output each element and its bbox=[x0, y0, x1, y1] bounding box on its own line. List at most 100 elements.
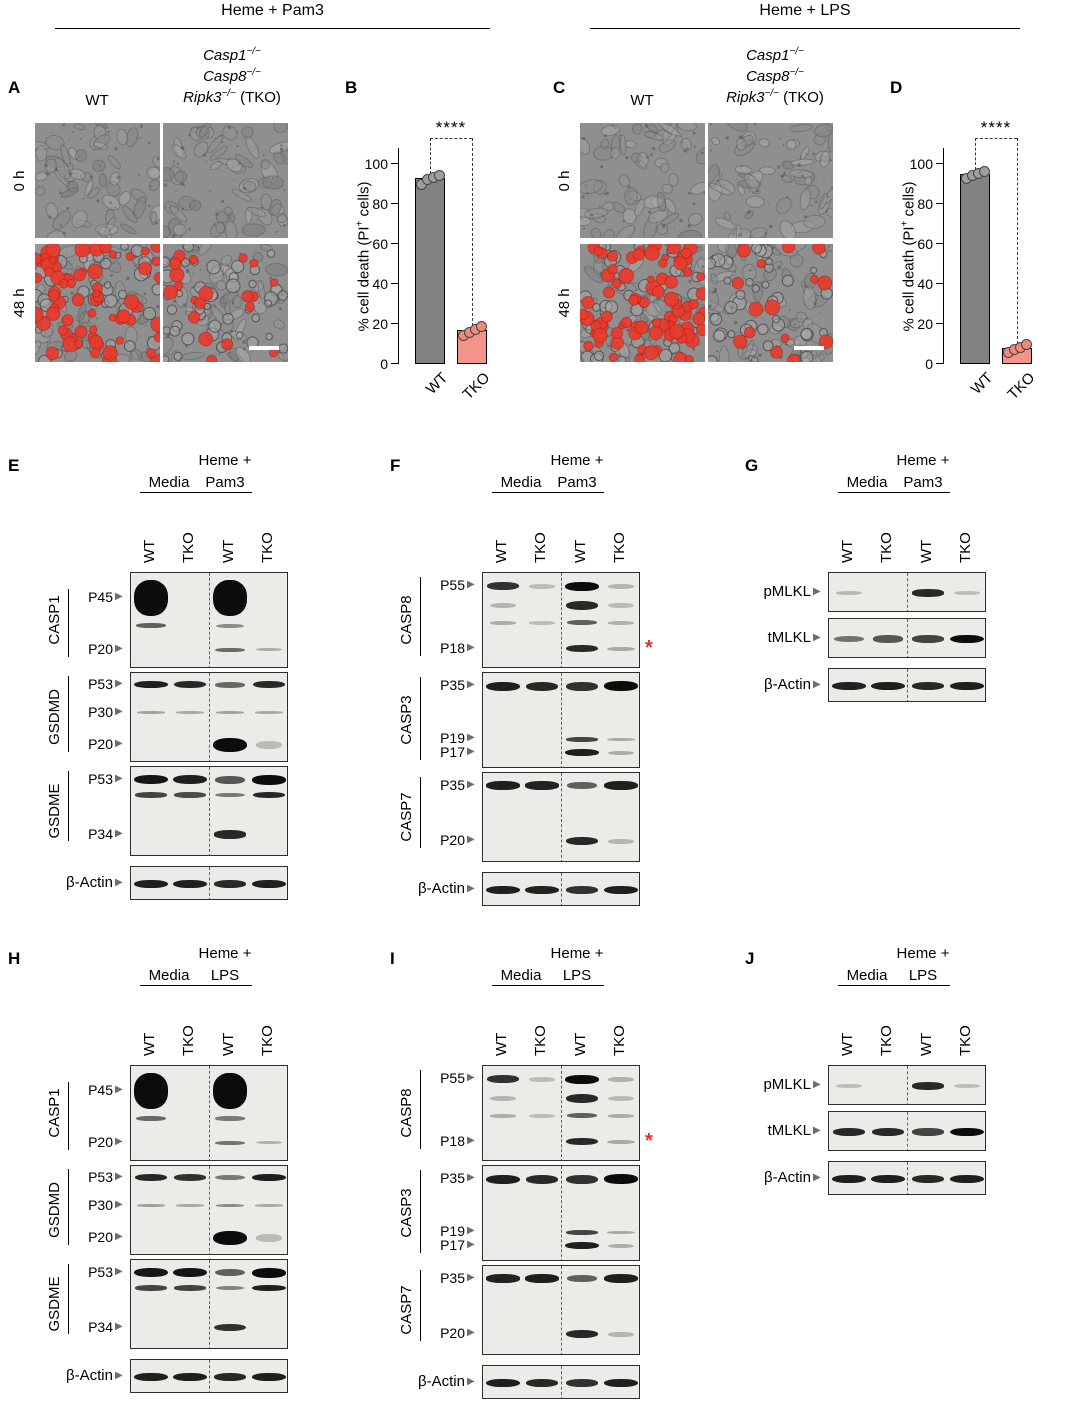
y-axis-title-text: % cell death (PI bbox=[900, 226, 918, 332]
band-arrow-icon: ▶ bbox=[115, 877, 123, 888]
band-size-label: P20 bbox=[88, 1229, 113, 1245]
band bbox=[252, 1372, 286, 1382]
genotype-label-tko-line: Ripk3−/− (TKO) bbox=[700, 88, 850, 106]
band-arrow-icon: ▶ bbox=[467, 679, 475, 691]
band-size-label: P45 bbox=[88, 588, 113, 605]
band-arrow-icon: ▶ bbox=[813, 586, 821, 597]
band bbox=[607, 1332, 635, 1337]
band bbox=[173, 879, 207, 889]
band bbox=[215, 623, 245, 628]
band bbox=[174, 1285, 206, 1291]
y-axis-tick bbox=[936, 283, 943, 284]
band-size-label: P53 bbox=[88, 675, 113, 692]
panel-label-A: A bbox=[8, 78, 21, 97]
antibody-label: tMLKL bbox=[767, 1122, 811, 1139]
allele-superscript: −/− bbox=[764, 88, 778, 99]
allele-superscript: −/− bbox=[789, 67, 803, 78]
band-group-bracket bbox=[420, 1269, 421, 1342]
lane-divider bbox=[209, 1260, 210, 1348]
band bbox=[486, 1075, 520, 1084]
band-size-label: P35 bbox=[440, 1170, 465, 1187]
superscript-text: + bbox=[354, 220, 366, 227]
band bbox=[489, 1095, 517, 1102]
band-arrow-icon: ▶ bbox=[115, 1083, 123, 1095]
y-axis-line bbox=[398, 148, 399, 364]
lane-divider bbox=[209, 1360, 210, 1392]
band bbox=[604, 681, 638, 692]
band bbox=[607, 646, 635, 652]
cleaved-band-asterisk: * bbox=[645, 636, 653, 659]
band bbox=[565, 601, 599, 611]
band bbox=[912, 635, 944, 643]
gene-name: Ripk3 bbox=[726, 89, 765, 106]
superscript: + bbox=[900, 221, 911, 227]
band bbox=[832, 1174, 866, 1184]
y-axis-tick bbox=[391, 203, 398, 204]
micrograph-C-48h-wt bbox=[580, 244, 705, 362]
band-group-bracket bbox=[420, 1170, 421, 1253]
band bbox=[525, 1274, 559, 1283]
lane-label: TKO bbox=[259, 532, 276, 563]
treatment-header-line2: LPS bbox=[896, 967, 950, 986]
band bbox=[525, 1174, 559, 1185]
antibody-label: β-Actin bbox=[66, 1367, 113, 1384]
blot-panel-H: H Heme + Media LPS WT TKO WT TKO ▶ P45 ▶ P20 CASP1 ▶ P… bbox=[8, 945, 343, 1409]
micrograph-A-0h-tko bbox=[163, 123, 288, 238]
y-axis-line bbox=[943, 148, 944, 364]
band bbox=[255, 711, 283, 714]
band bbox=[486, 781, 520, 790]
panel-label-B: B bbox=[345, 78, 358, 97]
band bbox=[604, 885, 638, 895]
band bbox=[834, 635, 864, 643]
band-arrow-icon: ▶ bbox=[467, 1271, 475, 1283]
band bbox=[607, 839, 635, 844]
significance-stars: **** bbox=[980, 118, 1012, 137]
timepoint-label: 48 h bbox=[556, 288, 573, 318]
condition-title-lps: Heme + LPS bbox=[590, 2, 1020, 29]
band bbox=[489, 621, 517, 625]
band bbox=[871, 1174, 905, 1184]
sig-line-top bbox=[430, 138, 472, 139]
band bbox=[213, 879, 247, 889]
band bbox=[255, 741, 283, 749]
lane-divider bbox=[907, 669, 908, 701]
band bbox=[134, 1372, 168, 1382]
lane-label: TKO bbox=[180, 532, 197, 563]
band-arrow-icon: ▶ bbox=[813, 679, 821, 690]
y-tick-label: 20 bbox=[372, 316, 388, 332]
allele-superscript: −/− bbox=[246, 46, 260, 57]
band bbox=[565, 749, 599, 757]
sig-line-right bbox=[472, 138, 473, 326]
band-arrow-icon: ▶ bbox=[467, 883, 475, 894]
band bbox=[835, 1083, 863, 1088]
band bbox=[566, 736, 598, 742]
band bbox=[134, 1174, 168, 1182]
band bbox=[566, 620, 598, 626]
y-tick-label: 40 bbox=[372, 276, 388, 292]
panel-label-F: F bbox=[390, 456, 401, 475]
band bbox=[950, 1174, 984, 1184]
band bbox=[565, 1075, 599, 1084]
band bbox=[173, 774, 207, 785]
genotype-label-tko-line: Casp8−/− bbox=[700, 67, 850, 85]
allele-superscript-text: −/− bbox=[221, 88, 236, 99]
antibody-label: CASP1 bbox=[46, 595, 63, 645]
band-arrow-icon: ▶ bbox=[813, 1079, 821, 1090]
lane-label: TKO bbox=[957, 532, 974, 563]
band bbox=[607, 603, 635, 609]
micrograph-C-48h-tko bbox=[708, 244, 833, 362]
band-arrow-icon: ▶ bbox=[115, 590, 123, 602]
band bbox=[213, 1230, 247, 1246]
band bbox=[252, 1174, 286, 1182]
band-group-bracket bbox=[68, 1263, 69, 1335]
band-size-label: P34 bbox=[88, 1318, 113, 1335]
band bbox=[872, 635, 904, 643]
lane-divider bbox=[561, 873, 562, 905]
band bbox=[604, 1174, 638, 1185]
band bbox=[489, 602, 517, 609]
band bbox=[607, 621, 635, 625]
gene-name: Ripk3 bbox=[183, 89, 222, 106]
treatment-header-line2: LPS bbox=[550, 967, 604, 986]
treatment-header-line2: LPS bbox=[198, 967, 252, 986]
band bbox=[871, 681, 905, 691]
